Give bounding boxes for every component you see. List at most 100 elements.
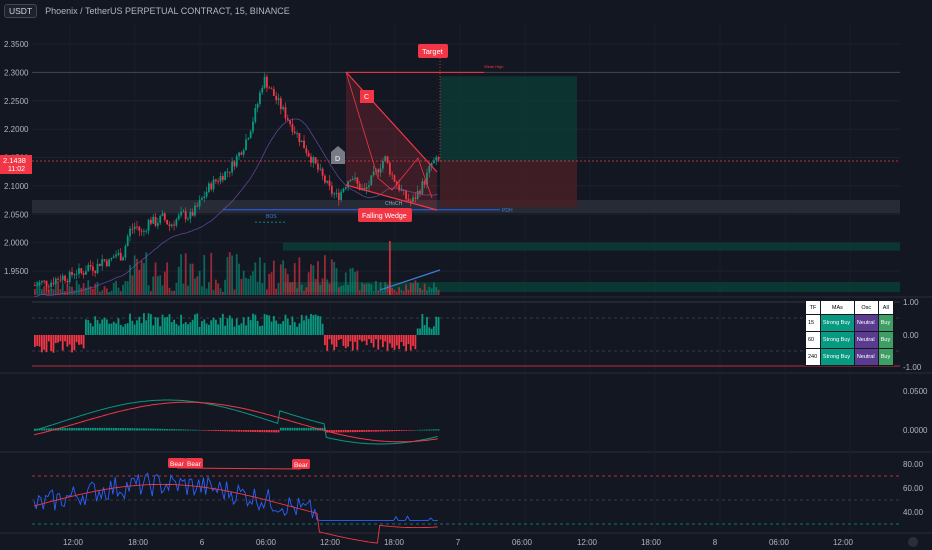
osc-bar <box>361 335 363 342</box>
falling-wedge-text: Falling Wedge <box>362 213 407 220</box>
macd-histogram-bar <box>354 430 356 433</box>
volume-bar <box>254 262 257 295</box>
osc-bar <box>152 325 155 335</box>
candle-body <box>337 192 340 200</box>
volume-bar <box>416 282 419 295</box>
osc-bar <box>256 320 259 335</box>
osc-bar <box>115 323 117 335</box>
osc-bar <box>312 315 315 335</box>
candle-body <box>419 190 421 194</box>
volume-bar <box>140 260 143 295</box>
rsi-tick-label: 80.00 <box>903 460 924 469</box>
settings-icon[interactable] <box>908 537 918 547</box>
osc-bar <box>36 335 39 346</box>
volume-bar <box>240 278 243 295</box>
candle-body <box>110 257 113 260</box>
price-tick-label: 1.9500 <box>4 267 29 276</box>
osc-bar <box>156 317 159 335</box>
candle-body <box>256 103 259 108</box>
volume-bar <box>391 287 394 295</box>
macd-histogram-bar <box>203 430 206 431</box>
volume-bar <box>293 263 296 295</box>
macd-histogram-bar <box>379 430 382 432</box>
macd-histogram-bar <box>337 430 340 433</box>
candle-body <box>398 184 401 191</box>
rating-row: 240 Strong Buy Neutral Buy <box>805 348 895 366</box>
volume-bar <box>377 290 380 295</box>
macd-histogram-bar <box>82 427 85 431</box>
bear-label-3[interactable]: Bear <box>292 459 310 469</box>
candle-body <box>214 179 217 182</box>
volume-bar <box>170 290 173 295</box>
candle-body <box>40 280 43 283</box>
candle-body <box>252 121 254 132</box>
osc-bar <box>196 313 199 335</box>
osc-bar <box>275 320 278 335</box>
osc-bar <box>335 335 338 347</box>
candle-body <box>386 156 389 163</box>
osc-tick-label: -1.00 <box>903 363 922 372</box>
volume-bar <box>208 282 210 295</box>
candle-body <box>344 187 347 189</box>
candle-body <box>275 95 278 100</box>
osc-bar <box>98 323 101 335</box>
volume-bar <box>94 283 97 295</box>
osc-bar <box>405 335 407 351</box>
osc-bar <box>314 314 317 335</box>
currency-button[interactable]: USDT <box>4 4 38 18</box>
osc-bar <box>342 335 345 346</box>
osc-bar <box>87 320 90 335</box>
volume-bar <box>205 288 208 295</box>
macd-histogram-bar <box>85 427 87 431</box>
osc-bar <box>384 335 387 342</box>
osc-bar <box>208 324 210 335</box>
macd-histogram-bar <box>140 428 143 431</box>
candle-body <box>228 171 231 173</box>
volume-bar <box>235 254 238 295</box>
candle-body <box>57 278 59 280</box>
macd-tick-label: 0.0500 <box>903 387 928 396</box>
zones <box>32 58 900 292</box>
macd-histogram-bar <box>40 428 43 431</box>
falling-wedge-label[interactable]: Falling Wedge <box>358 208 412 222</box>
macd-histogram-bar <box>321 427 324 431</box>
candle-body <box>249 131 252 139</box>
volume-trend-line <box>379 269 441 291</box>
volume-bar <box>182 283 185 295</box>
candle-body <box>330 185 333 194</box>
macd-histogram-bar <box>124 428 127 431</box>
candle-body <box>184 211 187 220</box>
osc-bar <box>122 326 124 335</box>
time-tick-label: 12:00 <box>833 538 854 547</box>
time-tick-label: 18:00 <box>128 538 149 547</box>
volume-bar <box>217 283 220 295</box>
osc-bar <box>349 335 352 342</box>
candle-body <box>59 279 62 281</box>
bear-label-2[interactable]: Bear <box>185 458 203 468</box>
candle-body <box>388 162 391 175</box>
macd-histogram-bar <box>333 430 336 433</box>
volume-bar <box>414 280 417 295</box>
candle-body <box>145 230 148 232</box>
macd-histogram-bar <box>254 430 257 433</box>
macd-histogram-bar <box>384 430 387 432</box>
candle-body <box>347 181 349 188</box>
candle-body <box>245 139 247 151</box>
macd-histogram-bar <box>416 429 419 431</box>
volume-bar <box>138 269 141 295</box>
macd-histogram-bar <box>405 430 407 431</box>
macd-histogram-bar <box>47 428 50 431</box>
target-label[interactable]: Target <box>418 44 448 58</box>
candle-body <box>238 152 240 157</box>
symbol-title: Phoenix / TetherUS PERPETUAL CONTRACT, 1… <box>45 6 290 16</box>
bear-label-1[interactable]: Bear <box>168 458 186 468</box>
osc-bar <box>412 335 414 346</box>
candle-body <box>426 172 428 185</box>
volume-bar <box>147 285 150 295</box>
macd-histogram-bar <box>340 430 343 433</box>
volume-bar <box>57 280 59 295</box>
osc-bar <box>75 335 78 343</box>
volume-bar <box>36 281 39 295</box>
macd-histogram-bar <box>98 427 101 431</box>
